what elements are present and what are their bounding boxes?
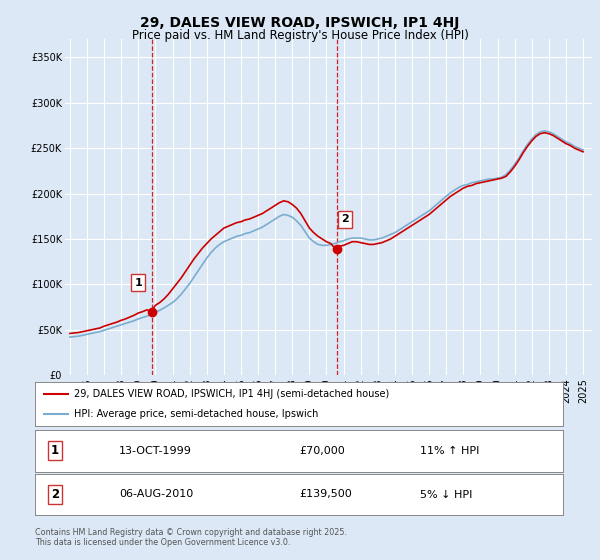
Text: 1: 1	[134, 278, 142, 288]
Text: 1: 1	[51, 444, 59, 458]
Text: 11% ↑ HPI: 11% ↑ HPI	[420, 446, 479, 456]
Text: £70,000: £70,000	[299, 446, 344, 456]
Text: Contains HM Land Registry data © Crown copyright and database right 2025.
This d: Contains HM Land Registry data © Crown c…	[35, 528, 347, 547]
Text: Price paid vs. HM Land Registry's House Price Index (HPI): Price paid vs. HM Land Registry's House …	[131, 29, 469, 42]
Text: £139,500: £139,500	[299, 489, 352, 500]
Text: 5% ↓ HPI: 5% ↓ HPI	[420, 489, 473, 500]
Text: 29, DALES VIEW ROAD, IPSWICH, IP1 4HJ: 29, DALES VIEW ROAD, IPSWICH, IP1 4HJ	[140, 16, 460, 30]
Text: 2: 2	[341, 214, 349, 225]
Text: 29, DALES VIEW ROAD, IPSWICH, IP1 4HJ (semi-detached house): 29, DALES VIEW ROAD, IPSWICH, IP1 4HJ (s…	[74, 389, 389, 399]
Text: HPI: Average price, semi-detached house, Ipswich: HPI: Average price, semi-detached house,…	[74, 409, 319, 419]
Text: 06-AUG-2010: 06-AUG-2010	[119, 489, 194, 500]
Text: 2: 2	[51, 488, 59, 501]
Text: 13-OCT-1999: 13-OCT-1999	[119, 446, 192, 456]
